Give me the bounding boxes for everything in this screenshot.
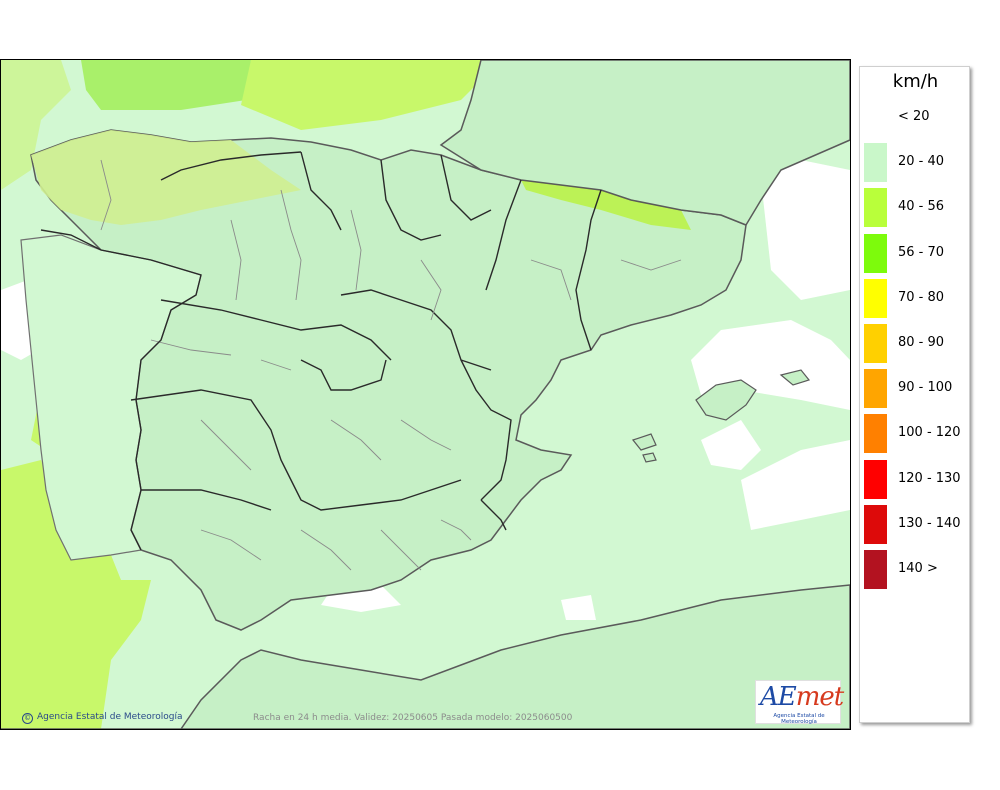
legend-label: 20 - 40	[898, 154, 945, 170]
legend-label: 100 - 120	[898, 425, 961, 441]
calm-zone	[701, 420, 761, 470]
legend-label: 140 >	[898, 561, 938, 576]
map-caption: Racha en 24 h media. Validez: 20250605 P…	[253, 713, 573, 723]
legend-item: 40 - 56	[860, 188, 971, 228]
legend-item: 20 - 40	[860, 143, 971, 183]
legend-swatch	[864, 324, 887, 363]
legend-swatch	[864, 459, 887, 499]
aemet-logo: AEmet Agencia Estatal de Meteorología	[755, 680, 844, 725]
legend-swatch	[864, 504, 887, 544]
calm-zone	[561, 595, 596, 620]
logo-met: met	[795, 682, 844, 712]
logo-ae: AE	[760, 682, 797, 712]
north-africa	[1, 584, 850, 729]
legend-swatch	[864, 98, 887, 137]
legend-label: 80 - 90	[898, 335, 945, 350]
menorca	[779, 369, 811, 386]
legend-swatch	[864, 143, 887, 183]
legend-swatch	[864, 369, 887, 409]
logo-wordmark: AEmet	[760, 682, 844, 712]
gust-zone-40-56	[81, 60, 251, 110]
calm-zone	[741, 440, 850, 530]
legend-swatch	[864, 233, 887, 273]
legend-item: 100 - 120	[860, 414, 971, 454]
ibiza	[631, 433, 657, 451]
france	[439, 60, 850, 226]
gust-zone-40-56	[241, 60, 501, 130]
copyright-icon: ©	[22, 713, 33, 724]
legend-unit: km/h	[892, 71, 939, 92]
legend-item: 70 - 80	[860, 278, 971, 319]
province-boundaries	[100, 159, 682, 571]
legend-panel: km/h < 20 20 - 40 40 - 56 56 - 70 70 - 80 80 …	[859, 66, 970, 723]
credit-text: © Agencia Estatal de Meteorología	[22, 712, 183, 724]
portugal-border	[40, 229, 202, 551]
legend-label: 40 - 56	[898, 199, 945, 215]
gust-zone-40-56	[1, 460, 151, 729]
legend-item: 140 >	[860, 550, 971, 590]
legend-label: < 20	[898, 109, 930, 124]
wind-gust-map	[0, 59, 851, 730]
legend-swatch	[864, 414, 887, 454]
legend-label: 90 - 100	[898, 380, 953, 396]
credit-label: Agencia Estatal de Meteorología	[37, 712, 183, 722]
legend-label: 56 - 70	[898, 244, 945, 260]
legend-label: 130 - 140	[898, 515, 961, 531]
legend-label: 70 - 80	[898, 289, 945, 305]
logo-subtitle: Agencia Estatal de Meteorología	[773, 713, 825, 725]
gust-zone-40-56	[1, 60, 71, 190]
map-svg	[1, 60, 850, 729]
legend-item: 90 - 100	[860, 369, 971, 409]
legend-item: 56 - 70	[860, 233, 971, 274]
legend-swatch	[864, 550, 887, 589]
legend-swatch	[864, 278, 887, 318]
legend-label: 120 - 130	[898, 470, 961, 486]
legend-item: 120 - 130	[860, 459, 971, 500]
legend-item: 130 - 140	[860, 504, 971, 545]
calm-zone	[761, 160, 850, 300]
gust-zone-40-56	[521, 180, 691, 230]
legend-item: < 20	[860, 98, 971, 138]
legend-swatch	[864, 188, 887, 228]
legend-item: 80 - 90	[860, 324, 971, 364]
mallorca	[695, 379, 757, 421]
region-boundaries	[130, 151, 602, 531]
formentera	[642, 452, 657, 463]
